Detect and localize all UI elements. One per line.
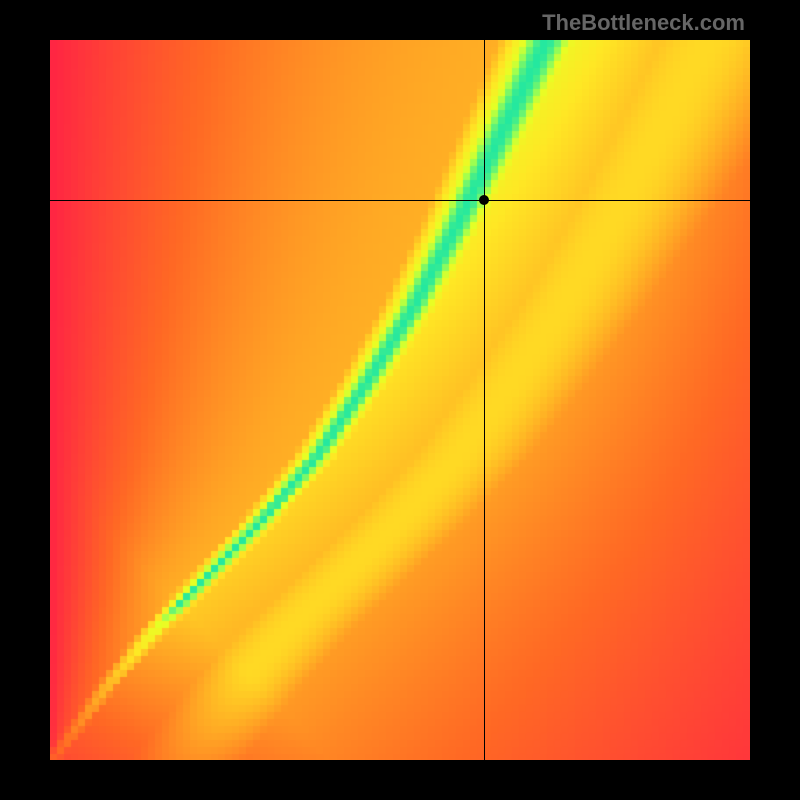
heatmap-canvas xyxy=(50,40,750,760)
watermark-text: TheBottleneck.com xyxy=(542,10,745,36)
crosshair-vertical xyxy=(484,40,485,760)
crosshair-horizontal xyxy=(50,200,750,201)
heatmap-plot xyxy=(50,40,750,760)
crosshair-marker-dot xyxy=(479,195,489,205)
